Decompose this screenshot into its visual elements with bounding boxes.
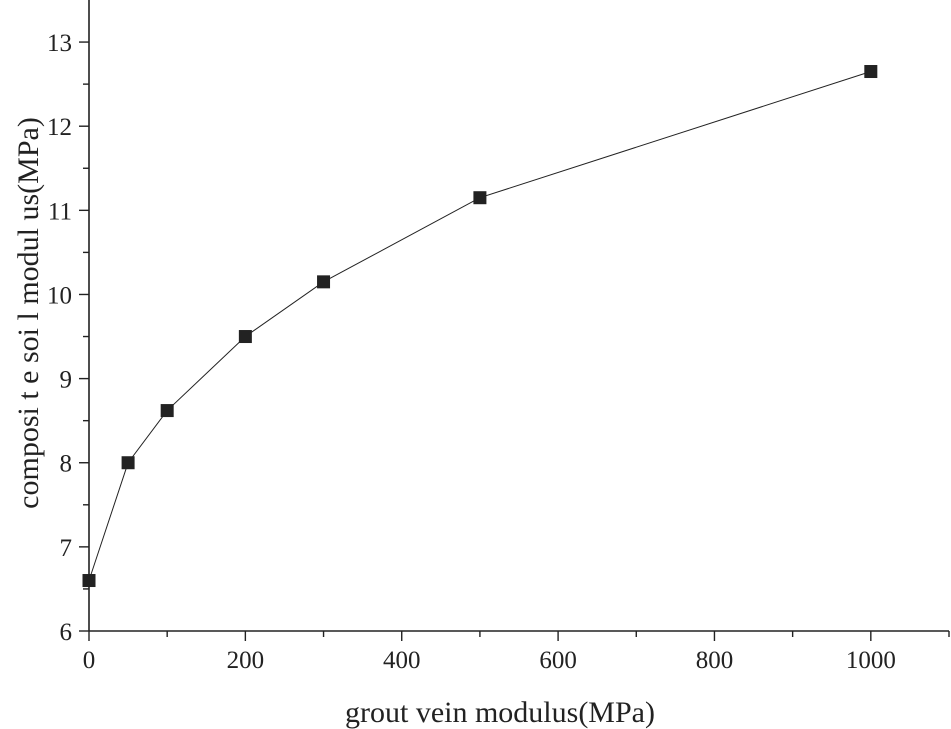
x-tick-label: 600 [539, 647, 577, 674]
x-tick-label: 800 [696, 647, 734, 674]
tick-marks [79, 41, 950, 641]
y-tick-label: 7 [60, 535, 73, 562]
data-point-marker [864, 65, 878, 79]
data-point-marker [121, 456, 135, 470]
y-tick-label: 8 [60, 451, 73, 478]
data-series [82, 65, 878, 588]
data-point-marker [82, 574, 96, 588]
data-point-marker [160, 404, 174, 418]
x-axis-title: grout vein modulus(MPa) [345, 696, 655, 729]
data-point-marker [317, 275, 331, 289]
x-tick-label: 1000 [846, 647, 896, 674]
x-tick-label: 0 [83, 647, 96, 674]
y-tick-label: 10 [47, 282, 72, 309]
data-point-marker [238, 330, 252, 344]
y-tick-label: 11 [48, 198, 72, 225]
y-tick-label: 6 [60, 619, 73, 646]
y-tick-label: 9 [60, 367, 73, 394]
x-tick-label: 400 [383, 647, 421, 674]
axis-titles: grout vein modulus(MPa) composi t e soi … [12, 117, 655, 729]
series-line [88, 71, 871, 581]
y-axis-title: composi t e soi l modul us(MPa) [12, 117, 45, 509]
axes [88, 0, 949, 632]
tick-labels: 0 200 400 600 800 1000 6 7 8 9 10 11 12 13 [47, 30, 896, 674]
y-tick-label: 13 [47, 30, 72, 57]
x-tick-label: 200 [227, 647, 265, 674]
data-point-marker [473, 191, 487, 205]
y-tick-label: 12 [47, 114, 72, 141]
